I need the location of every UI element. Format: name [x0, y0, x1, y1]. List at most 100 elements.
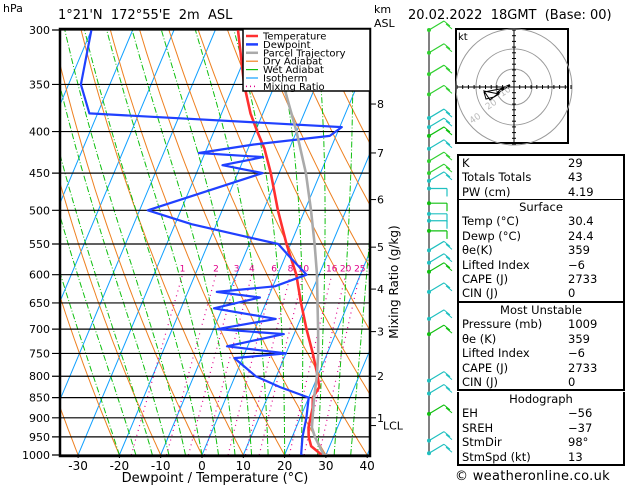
- stat-label: K: [462, 156, 470, 170]
- barb-feathers: [443, 240, 453, 250]
- barb-dot: [427, 269, 431, 274]
- legend-label: Wet Adiabat: [263, 65, 324, 76]
- isotherm-line: [61, 30, 216, 399]
- barb-dot: [427, 391, 431, 396]
- stat-value: 359: [568, 243, 590, 258]
- parcel-trajectory-line: [267, 30, 328, 455]
- x-axis-label: Dewpoint / Temperature (°C): [122, 471, 309, 486]
- mixing-ratio-label: 10: [298, 265, 310, 275]
- wind-barb: [427, 404, 453, 416]
- stat-value: 2733: [568, 360, 598, 375]
- barb-dot: [427, 332, 431, 337]
- stat-label: StmSpd (kt): [462, 449, 531, 464]
- wind-barb: [427, 186, 448, 197]
- wind-barb: [427, 151, 453, 164]
- barb-shaft: [428, 431, 445, 442]
- wind-barb: [427, 228, 448, 239]
- stat-row: CAPE (J) 2733: [459, 361, 623, 375]
- stat-row: StmDir 98°: [459, 435, 623, 449]
- barb-dot: [427, 92, 431, 97]
- wind-barb: [427, 240, 453, 253]
- barb-feathers: [443, 20, 453, 30]
- barb-dot: [427, 146, 431, 151]
- barb-dot: [427, 116, 431, 121]
- barb-feathers: [443, 151, 453, 161]
- dewpoint-line: [79, 30, 343, 455]
- height-tick-label: 1: [377, 412, 384, 425]
- barb-shaft: [428, 309, 445, 320]
- pressure-tick-label: 800: [29, 370, 50, 383]
- barb-dot: [427, 28, 431, 32]
- barb-shaft: [428, 240, 445, 251]
- barb-feathers: [443, 43, 453, 53]
- most-unstable-panel: Most Unstable Pressure (mb) 1009 θe (K) 359 L…: [457, 303, 625, 392]
- barb-feathers: [443, 443, 453, 453]
- barb-feathers: [443, 126, 453, 136]
- isotherm-line: [160, 30, 340, 455]
- barb-shaft: [428, 171, 445, 182]
- pressure-tick-label: 1000: [22, 449, 50, 462]
- wet-adiabat-line: [333, 30, 354, 455]
- wet-adiabat-line: [233, 30, 286, 455]
- barb-dot: [427, 171, 431, 176]
- wind-barb: [427, 20, 453, 32]
- stat-row: θe(K) 359: [459, 243, 623, 257]
- dry-adiabat-line: [61, 408, 79, 455]
- wet-adiabat-line: [84, 30, 203, 455]
- barb-dot: [427, 218, 431, 223]
- stat-label: Totals Totals: [462, 170, 532, 185]
- stat-value: 24.4: [568, 228, 594, 243]
- hodograph-trace: [482, 84, 510, 101]
- wet-adiabat-line: [194, 30, 269, 455]
- stat-row: θe (K) 359: [459, 332, 623, 346]
- stat-row: CIN (J) 0: [459, 375, 623, 389]
- dry-adiabat-line: [256, 30, 369, 267]
- barb-dot: [427, 72, 431, 77]
- barb-shaft: [428, 163, 445, 174]
- barb-feathers: [443, 309, 453, 319]
- hodograph-arrow: [496, 84, 511, 94]
- barb-feathers: [443, 431, 453, 440]
- barb-dot: [427, 201, 431, 206]
- barb-shaft: [428, 64, 445, 75]
- stat-value: 0: [568, 286, 576, 301]
- barb-dot: [427, 316, 431, 321]
- dry-adiabat-line: [61, 66, 203, 455]
- pressure-unit-label: hPa: [3, 2, 23, 15]
- barb-feathers: [443, 64, 453, 74]
- mixing-ratio-label: 6: [271, 265, 277, 275]
- x-tick-label: -30: [68, 459, 88, 473]
- barb-shaft: [428, 139, 445, 150]
- wet-adiabat-line: [106, 30, 219, 455]
- barb-dot: [427, 451, 431, 456]
- pressure-tick-label: 900: [29, 412, 50, 425]
- profiles: [79, 30, 343, 455]
- panel-title: Most Unstable: [500, 303, 582, 317]
- stat-label: Lifted Index: [462, 257, 530, 272]
- barb-dot: [427, 248, 431, 253]
- barb-shaft: [428, 383, 445, 394]
- barb-dot: [427, 133, 431, 138]
- wind-barb: [427, 253, 453, 265]
- isotherm-line: [201, 56, 369, 455]
- barb-shaft: [428, 371, 445, 382]
- wet-adiabat-line: [160, 30, 253, 455]
- mixing-ratio-line: [203, 274, 253, 455]
- pressure-tick-label: 450: [29, 167, 50, 180]
- barb-feathers: [443, 253, 453, 263]
- mixing-ratio-label: 8: [288, 265, 294, 275]
- barb-shaft: [428, 324, 445, 335]
- barb-feathers: [443, 171, 453, 181]
- stat-row: Dewp (°C) 24.4: [459, 229, 623, 243]
- pressure-tick-label: 350: [29, 78, 50, 91]
- wind-barb: [427, 383, 453, 396]
- barb-shaft: [428, 253, 445, 264]
- mixing-ratio-label: 20: [340, 265, 352, 275]
- mixing-ratio-label: 3: [234, 265, 240, 275]
- wind-barb: [427, 371, 453, 383]
- barb-feathers: [443, 117, 453, 127]
- barb-dot: [427, 50, 431, 55]
- barb-dot: [427, 289, 431, 294]
- isotherm-line: [77, 30, 258, 455]
